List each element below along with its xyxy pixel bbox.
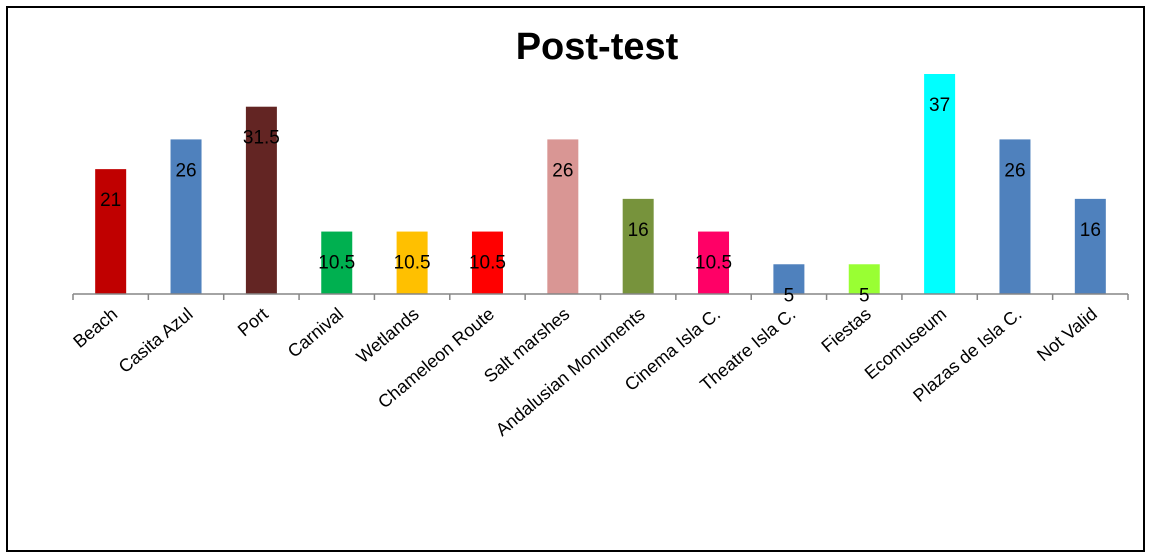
data-label: 10.5 bbox=[394, 253, 431, 274]
bars-group bbox=[95, 74, 1106, 295]
bar bbox=[999, 139, 1031, 294]
data-label: 26 bbox=[175, 160, 196, 181]
bar bbox=[396, 231, 428, 294]
data-label: 26 bbox=[1004, 160, 1025, 181]
x-tick-label: Not Valid bbox=[1033, 304, 1101, 365]
bar bbox=[170, 139, 202, 294]
bar bbox=[321, 231, 353, 294]
data-label: 5 bbox=[784, 285, 795, 306]
data-labels: 21 26 31.5 10.5 10.5 10.5 26 16 10.5 5 5 37 26 16 bbox=[100, 95, 1101, 306]
data-label: 37 bbox=[929, 95, 950, 116]
x-tick-label: Wetlands bbox=[353, 304, 423, 367]
data-label: 31.5 bbox=[243, 128, 280, 149]
data-label: 5 bbox=[859, 285, 870, 306]
bar bbox=[547, 139, 579, 294]
x-tick-label: Casita Azul bbox=[115, 304, 197, 377]
bar bbox=[848, 264, 880, 294]
bar bbox=[698, 231, 730, 294]
data-label: 10.5 bbox=[695, 253, 732, 274]
x-tick-label: Fiestas bbox=[818, 304, 875, 357]
bar bbox=[95, 169, 127, 294]
data-label: 10.5 bbox=[318, 253, 355, 274]
bar bbox=[471, 231, 503, 294]
data-label: 16 bbox=[1080, 220, 1101, 241]
x-tick-label: Port bbox=[234, 304, 272, 341]
x-tick-label: Carnival bbox=[284, 304, 347, 362]
data-label: 26 bbox=[552, 160, 573, 181]
data-label: 10.5 bbox=[469, 253, 506, 274]
bar bbox=[773, 264, 805, 294]
bar bbox=[1074, 198, 1106, 294]
x-ticks bbox=[72, 294, 1129, 300]
x-tick-label: Andalusian Monuments bbox=[492, 304, 649, 440]
bar bbox=[622, 198, 654, 294]
x-tick-label: Beach bbox=[69, 304, 121, 352]
data-label: 16 bbox=[628, 220, 649, 241]
data-label: 21 bbox=[100, 190, 121, 211]
bar bbox=[245, 106, 277, 295]
chart-title: Post-test bbox=[516, 26, 679, 68]
bar bbox=[924, 74, 956, 294]
